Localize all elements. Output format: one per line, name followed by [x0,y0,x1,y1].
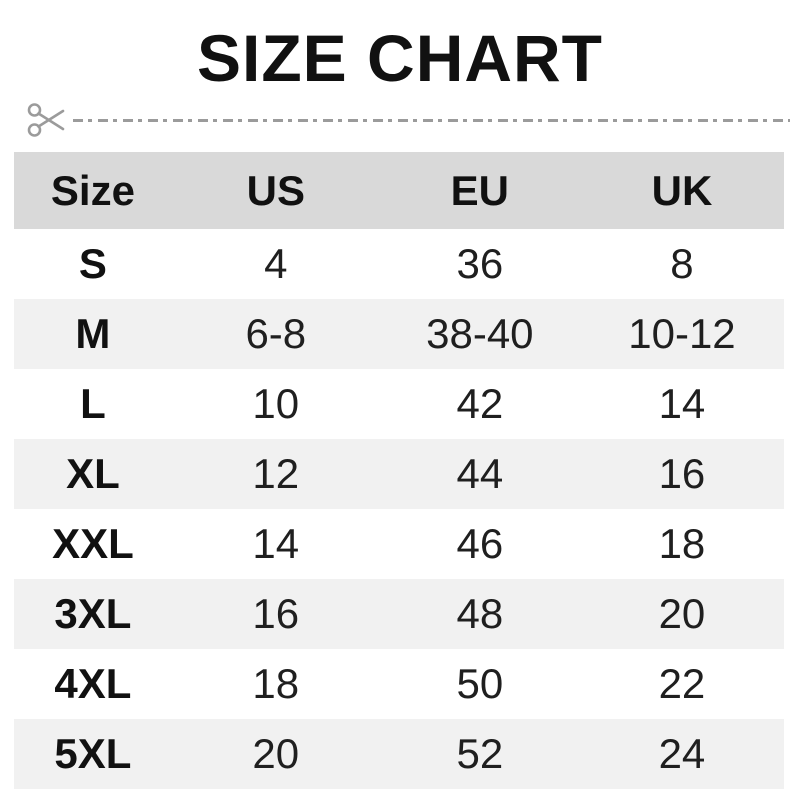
cell-uk-value: 10-12 [628,310,736,357]
cut-line [26,100,790,140]
header-eu: EU [450,166,509,214]
cell-uk-value: 24 [658,730,706,777]
cell-size-label: S [78,240,107,287]
table-row-xxl: XXL 14 46 18 [14,509,784,579]
cell-eu-value: 52 [456,730,504,777]
cell-eu-value: 44 [456,450,504,497]
cell-size-label: 5XL [54,730,132,777]
cell-size-label: M [75,310,111,357]
page-title: SIZE CHART [197,21,603,95]
cell-us-value: 6-8 [245,310,307,357]
cell-size-label: XL [66,450,120,497]
cell-size-label: L [80,380,106,427]
cell-eu-value: 36 [456,240,504,287]
cell-uk-value: 20 [658,590,706,637]
header-us: US [246,166,305,214]
cell-us-value: 20 [252,730,300,777]
cell-eu-value: 48 [456,590,504,637]
cell-size-label: 4XL [54,660,132,707]
table-row-4xl: 4XL 18 50 22 [14,649,784,719]
cell-us-value: 10 [252,380,300,427]
table-row-xl: XL 12 44 16 [14,439,784,509]
dashed-cut-line [73,118,790,122]
cell-uk-value: 18 [658,520,706,567]
header-size: Size [50,166,135,214]
cell-us-value: 18 [252,660,300,707]
cell-us-value: 16 [252,590,300,637]
cell-size-label: 3XL [54,590,132,637]
cell-uk-value: 22 [658,660,706,707]
table-header-row: Size US EU UK [14,152,784,229]
table-row-l: L 10 42 14 [14,369,784,439]
cell-size-label: XXL [52,520,134,567]
cell-us-value: 12 [252,450,300,497]
cell-eu-value: 42 [456,380,504,427]
cell-uk-value: 14 [658,380,706,427]
cell-eu-value: 38-40 [426,310,534,357]
cell-eu-value: 50 [456,660,504,707]
table-row-s: S 4 36 8 [14,229,784,299]
cell-uk-value: 16 [658,450,706,497]
cell-us-value: 4 [264,240,288,287]
table-row-3xl: 3XL 16 48 20 [14,579,784,649]
scissors-icon [27,103,65,137]
size-chart-table: Size US EU UK S 4 36 8 M 6-8 38-40 10-12… [14,152,784,789]
table-row-5xl: 5XL 20 52 24 [14,719,784,789]
cell-uk-value: 8 [670,240,694,287]
header-uk: UK [651,166,713,214]
cell-us-value: 14 [252,520,300,567]
cell-eu-value: 46 [456,520,504,567]
table-row-m: M 6-8 38-40 10-12 [14,299,784,369]
